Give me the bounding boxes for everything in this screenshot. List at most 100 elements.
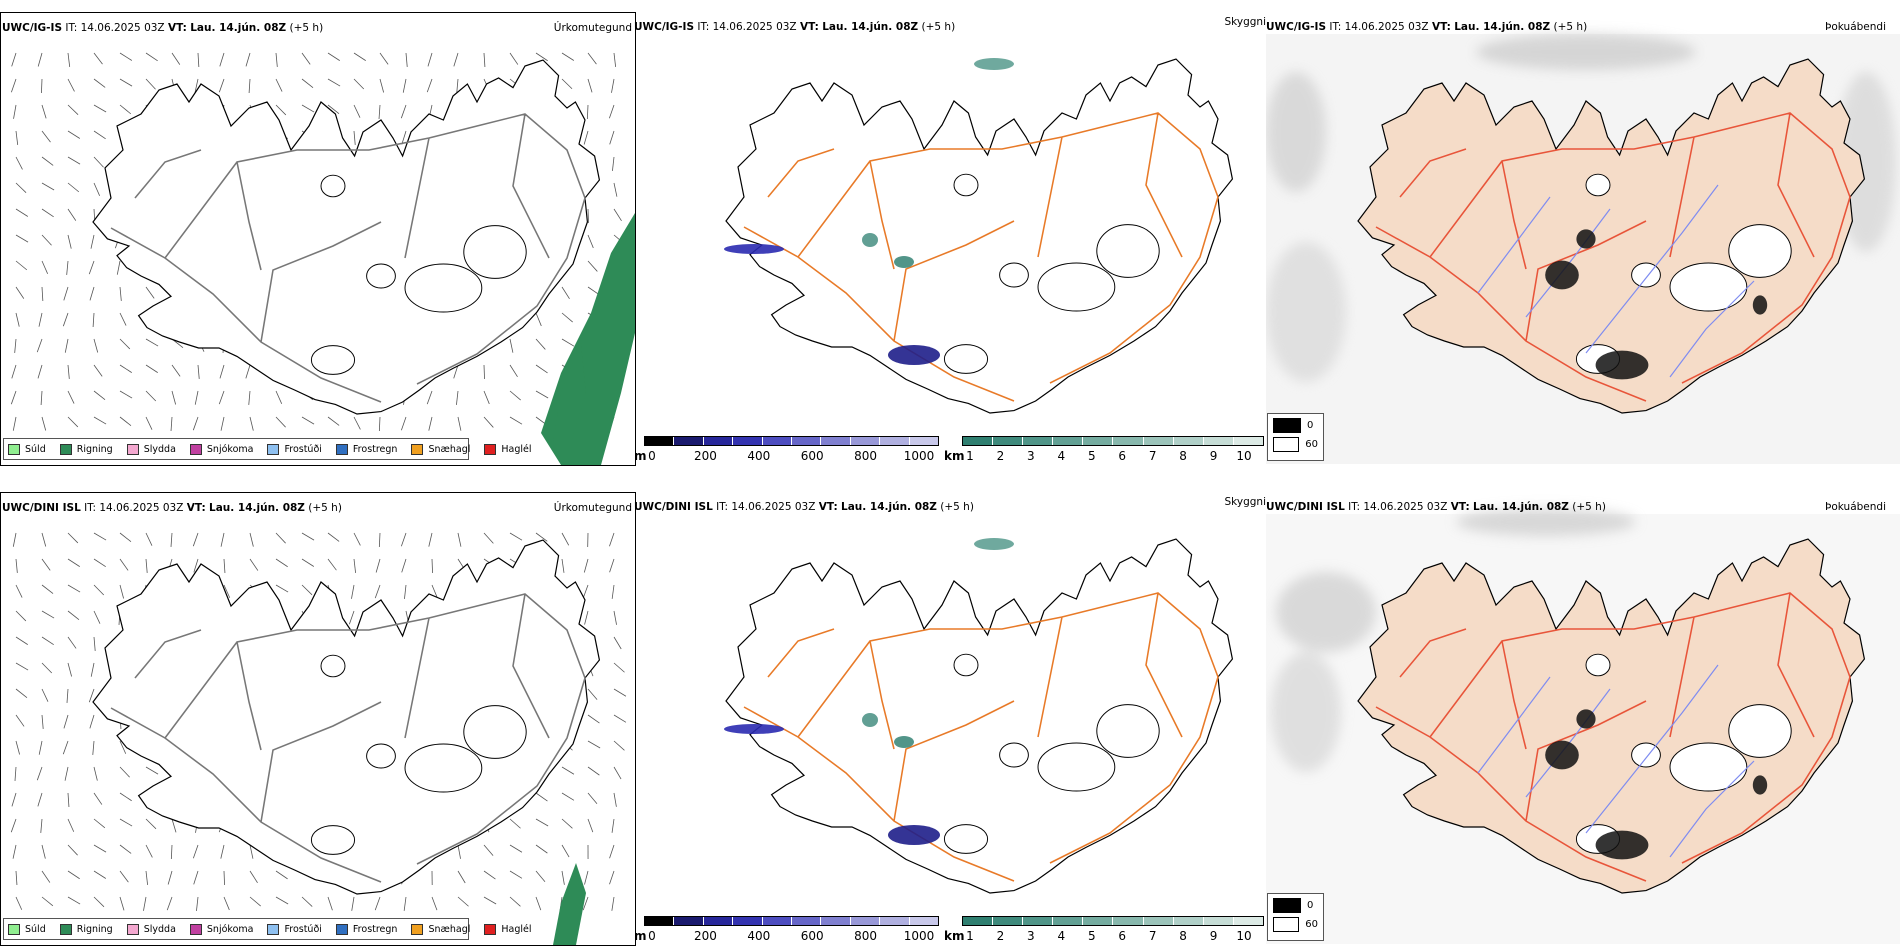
wind-barb bbox=[351, 584, 355, 599]
precip-legend-swatch bbox=[484, 923, 497, 935]
wind-barb bbox=[193, 870, 199, 885]
wind-barb bbox=[11, 52, 17, 67]
precip-legend-label: Snjókoma bbox=[206, 443, 254, 455]
precip-legend-swatch bbox=[267, 443, 280, 455]
fog-key-row: 0 bbox=[1273, 418, 1318, 433]
low-ceiling-area bbox=[862, 713, 878, 727]
low-ceiling-area bbox=[974, 58, 1014, 70]
wind-barb bbox=[457, 532, 462, 547]
colorbar-tick-label: 10 bbox=[1236, 449, 1252, 463]
wind-barb bbox=[119, 286, 122, 301]
colorbar-tick-label: 6 bbox=[1118, 929, 1127, 943]
wind-barb bbox=[145, 870, 148, 885]
precip-legend: Súld Rigning Slydda Snjókoma Frostúði Frostre… bbox=[3, 918, 532, 940]
wind-barb bbox=[15, 558, 18, 573]
wind-barb bbox=[609, 844, 615, 859]
wind-barb bbox=[145, 78, 156, 90]
wind-barb bbox=[166, 896, 173, 911]
wind-barb bbox=[119, 364, 132, 373]
colorbar-cell bbox=[909, 437, 939, 445]
colorbar-tick-label: 7 bbox=[1148, 929, 1157, 943]
wind-barb bbox=[457, 870, 466, 884]
colorbar-tick-label: 1000 bbox=[903, 449, 935, 463]
wind-barb bbox=[374, 584, 381, 599]
wind-barb bbox=[378, 532, 381, 548]
precip-legend-label: Snæhagl bbox=[428, 443, 471, 455]
wind-barb bbox=[401, 558, 407, 573]
colorbar-tick-label: 6 bbox=[1118, 449, 1127, 463]
wind-barb bbox=[456, 390, 459, 405]
wind-barb bbox=[145, 286, 155, 299]
low-ceiling-area bbox=[974, 538, 1014, 550]
wind-barb bbox=[41, 286, 44, 301]
wind-barb bbox=[613, 766, 622, 780]
map-title: Úrkomutegund bbox=[553, 502, 632, 514]
wind-barb bbox=[15, 182, 27, 194]
wind-barb bbox=[67, 896, 81, 905]
wind-barb bbox=[301, 416, 315, 425]
wind-barb bbox=[249, 558, 259, 571]
wind-barb bbox=[401, 130, 407, 145]
colorbar-cell bbox=[645, 437, 675, 445]
wind-barb bbox=[509, 364, 518, 378]
fog-area bbox=[1752, 775, 1768, 795]
wind-barb bbox=[15, 286, 25, 299]
fog-index-map-row2: UWC/DINI ISL IT: 14.06.2025 03Z VT: Lau.… bbox=[1266, 492, 1900, 944]
wind-barb bbox=[93, 610, 101, 624]
wind-barb bbox=[10, 390, 17, 405]
wind-barb bbox=[36, 338, 43, 353]
colorbar-cell bbox=[762, 437, 793, 445]
wind-barb bbox=[587, 52, 597, 65]
wind-barb bbox=[93, 844, 107, 853]
wind-barb bbox=[587, 714, 600, 724]
wind-barb bbox=[119, 416, 132, 426]
wind-barb bbox=[613, 714, 627, 723]
fog-key: 0 60 bbox=[1267, 413, 1324, 461]
wind-barb bbox=[41, 636, 54, 645]
wind-barb bbox=[483, 416, 494, 428]
precip-legend-item: Snjókoma bbox=[189, 923, 253, 935]
wind-barb bbox=[93, 364, 103, 377]
wind-barb bbox=[218, 390, 225, 405]
wind-barb bbox=[223, 870, 225, 886]
wind-barb bbox=[37, 792, 43, 807]
wind-barb bbox=[41, 610, 55, 619]
wind-barb bbox=[327, 104, 340, 114]
wind-barb bbox=[509, 416, 523, 425]
wind-barb bbox=[379, 78, 385, 93]
rain-area bbox=[553, 343, 586, 443]
wind-barb bbox=[119, 818, 133, 827]
wind-barb bbox=[66, 688, 69, 703]
wind-barb bbox=[561, 558, 565, 573]
wind-barb bbox=[561, 766, 575, 775]
wind-barb bbox=[611, 584, 615, 599]
fog-key-label: 60 bbox=[1305, 919, 1318, 930]
wind-barb bbox=[327, 52, 340, 61]
colorbar-cell bbox=[993, 917, 1024, 925]
precip-legend-item: Haglél bbox=[484, 923, 532, 935]
wind-barb bbox=[457, 844, 461, 859]
fog-area bbox=[1576, 229, 1596, 249]
wind-barb bbox=[38, 740, 43, 755]
wind-barb bbox=[405, 52, 408, 67]
wind-barb bbox=[483, 844, 494, 856]
wind-barb bbox=[561, 818, 573, 829]
colorbar-cells bbox=[644, 916, 939, 926]
map-title: Þokuábendi bbox=[1825, 21, 1886, 33]
precip-legend-label: Haglél bbox=[501, 443, 532, 455]
wind-barb bbox=[374, 896, 381, 911]
wind-barb bbox=[609, 558, 615, 573]
visibility-colorbar: km 1 2 3 4 5 6 7 8 9 10 bbox=[944, 436, 1264, 463]
low-ceiling-area bbox=[894, 736, 914, 748]
wind-barb bbox=[327, 416, 340, 426]
wind-barb bbox=[275, 390, 283, 404]
wind-barb bbox=[119, 584, 124, 599]
precip-legend-label: Slydda bbox=[143, 923, 176, 935]
colorbar-tick-label: 1000 bbox=[903, 929, 935, 943]
wind-barb bbox=[275, 104, 287, 116]
colorbar-tick-label: 0 bbox=[648, 449, 656, 463]
colorbar-tick-label: 400 bbox=[747, 929, 771, 943]
low-ceiling-area bbox=[894, 256, 914, 268]
precip-legend-label: Rigning bbox=[76, 443, 113, 455]
iceland-outline bbox=[92, 59, 601, 415]
